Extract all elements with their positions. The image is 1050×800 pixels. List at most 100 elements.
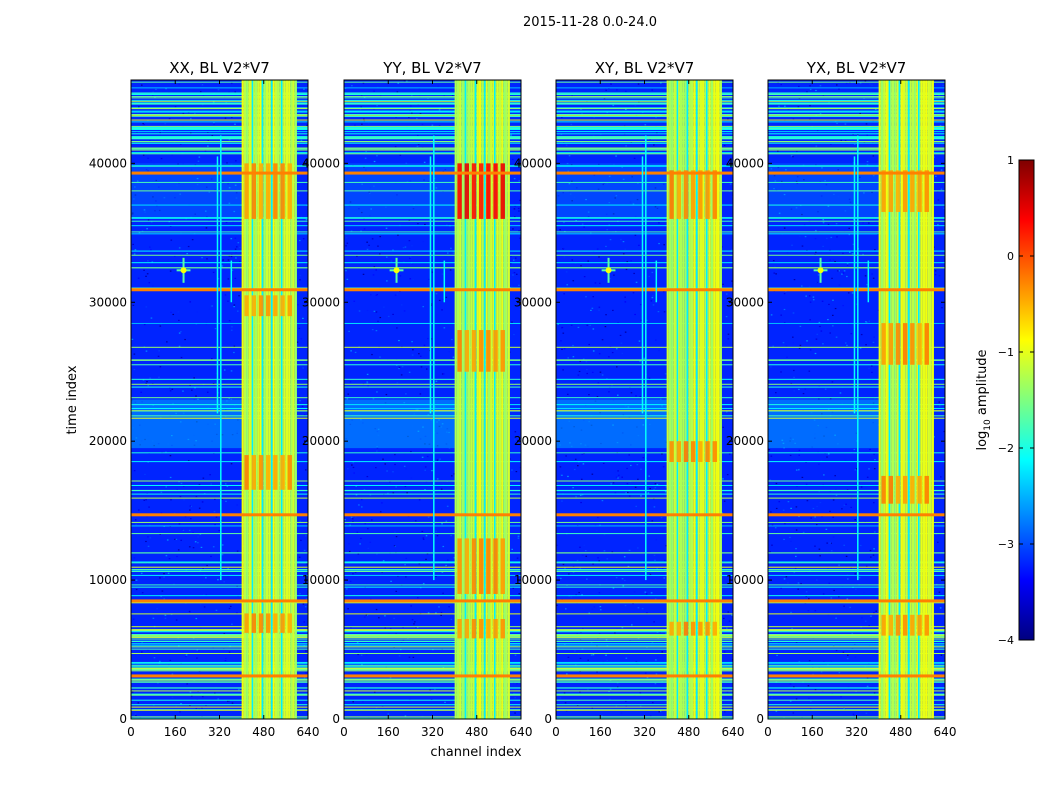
heatmap-cell [800,285,803,287]
heatmap-cell [179,711,181,713]
heatmap-cell [373,160,376,163]
time-row [768,569,945,571]
time-row [768,152,945,154]
heatmap-cell [169,476,172,479]
heatmap-cell [836,236,838,238]
time-row [131,562,308,564]
heatmap-cell [197,650,200,652]
heatmap-cell [830,597,833,599]
time-row [556,116,733,118]
rfi-hot-block [917,614,922,636]
time-row [556,204,733,206]
time-row [131,131,308,133]
time-row [344,397,521,399]
heatmap-cell [609,277,612,280]
time-row [556,493,733,495]
rfi-hot-block [712,621,717,636]
rfi-hot-block [265,163,271,219]
time-row [556,640,733,642]
heatmap-cell [649,488,651,490]
heatmap-cell [557,325,559,327]
rfi-column [918,80,921,719]
rfi-gap [907,80,910,719]
heatmap-cell [784,105,786,107]
heatmap-cell [238,688,240,691]
heatmap-cell [800,582,802,585]
heatmap-cell [872,277,875,279]
heatmap-cell [877,309,880,311]
heatmap-cell [808,285,811,288]
heatmap-cell [837,596,840,598]
heatmap-cell [569,626,572,628]
heatmap-cell [234,91,237,93]
heatmap-cell [561,474,563,476]
time-row [768,359,945,361]
time-row [768,386,945,388]
rfi-hot-block [690,621,696,636]
time-row [344,116,521,118]
heatmap-cell [344,519,346,521]
heatmap-cell [214,327,217,330]
heatmap-cell [228,139,231,141]
rfi-hot-block [895,475,901,504]
time-row [131,116,308,118]
heatmap-cell [390,260,393,262]
heatmap-cell [347,608,349,610]
heatmap-cell [514,205,516,207]
time-row [131,133,308,135]
heatmap-cell [634,104,637,107]
time-row [344,626,521,628]
heatmap-cell [452,252,455,254]
heatmap-cell [626,261,629,263]
time-row [131,635,308,637]
heatmap-cell [578,370,581,373]
heatmap-cell [354,124,356,126]
heatmap-cell [596,645,598,647]
time-row [768,699,945,701]
heatmap-cell [873,453,875,455]
heatmap-cell [145,306,148,308]
rfi-hot-block [273,163,278,219]
rfi-hot-block [486,330,491,372]
heatmap-cell [663,244,665,246]
rfi-column [905,80,908,719]
heatmap-cell [416,117,418,120]
heatmap-cell [631,624,633,626]
rfi-column [498,80,502,719]
strong-time-row [131,599,308,603]
heatmap-cell [795,529,798,531]
heatmap-cell [579,546,581,548]
heatmap-cell [411,245,413,247]
x-tick-label: 0 [552,725,560,739]
rfi-column [496,80,499,719]
heatmap-cell [589,232,592,234]
time-row [768,484,945,486]
time-row [131,386,308,388]
heatmap-cell [368,560,371,562]
rfi-column [891,80,895,719]
heatmap-cell [846,654,849,656]
heatmap-cell [869,448,871,451]
heatmap-cell [404,151,406,153]
rfi-column [902,80,906,719]
heatmap-cell [194,213,197,215]
heatmap-cell [196,177,199,180]
time-row [768,204,945,206]
time-row [131,190,308,192]
heatmap-cell [305,598,308,600]
time-row [556,111,733,113]
heatmap-cell [807,474,809,476]
heatmap-cell [866,284,868,286]
heatmap-cell [231,702,234,704]
time-row [344,94,521,96]
heatmap-cell [873,548,875,550]
heatmap-cell [214,524,216,526]
time-row [768,640,945,642]
heatmap-cell [159,577,161,579]
heatmap-cell [426,455,429,458]
heatmap-cell [404,715,407,717]
heatmap-cell [612,213,615,215]
heatmap-cell [145,350,148,352]
heatmap-cell [405,576,407,578]
figure-suptitle: 2015-11-28 0.0-24.0 [523,15,657,30]
